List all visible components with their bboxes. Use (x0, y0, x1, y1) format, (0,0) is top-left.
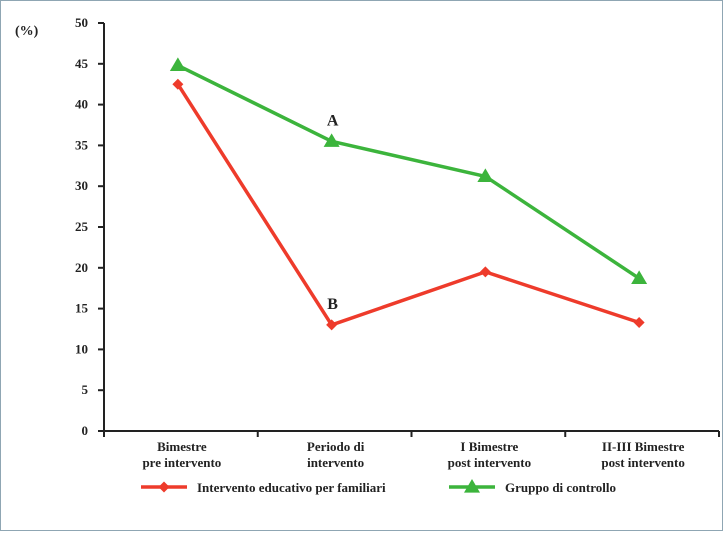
y-tick-label: 10 (75, 341, 88, 356)
x-tick-label: Periodo di intervento (307, 439, 365, 470)
y-tick-label: 5 (82, 382, 89, 397)
x-tick-label: II-III Bimestre post intervento (601, 439, 684, 470)
annotation-label: A (327, 112, 339, 129)
y-unit-label: (%) (15, 24, 39, 39)
data-point (169, 57, 186, 72)
x-tick-label: Bimestre pre intervento (142, 439, 221, 470)
y-tick-label: 50 (75, 15, 88, 30)
y-tick-label: 0 (82, 423, 89, 438)
series-line (176, 83, 640, 327)
y-tick-label: 40 (75, 97, 88, 112)
data-point (631, 270, 648, 285)
series-line (177, 63, 641, 280)
legend-label: Gruppo di controllo (505, 480, 616, 495)
legend-item: Intervento educativo per familiari (141, 480, 386, 495)
legend-label: Intervento educativo per familiari (197, 480, 386, 495)
data-point (477, 168, 494, 183)
data-point (323, 133, 340, 147)
annotation-label: B (327, 296, 338, 313)
x-tick-label: I Bimestre post intervento (448, 439, 531, 470)
y-tick-label: 25 (75, 219, 89, 234)
data-point (479, 266, 491, 278)
y-tick-label: 15 (75, 301, 89, 316)
y-tick-label: 45 (75, 56, 89, 71)
legend-marker (158, 481, 170, 493)
data-point (326, 319, 338, 331)
legend-marker (464, 479, 480, 493)
legend-item: Gruppo di controllo (449, 479, 616, 495)
series-1 (169, 57, 648, 285)
y-tick-label: 20 (75, 260, 88, 275)
data-point (172, 78, 184, 90)
y-tick-label: 35 (75, 137, 89, 152)
series-0 (172, 78, 645, 331)
y-tick-label: 30 (75, 178, 88, 193)
data-point (633, 316, 645, 328)
